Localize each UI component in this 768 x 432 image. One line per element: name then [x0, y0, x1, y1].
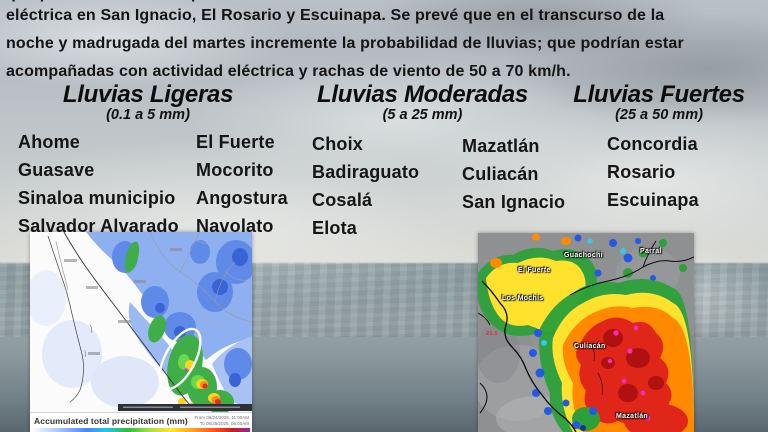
satellite-coastline: [478, 240, 694, 432]
sea-precip-light: [42, 320, 102, 388]
map-boundaries: [47, 232, 252, 409]
precipitation-map-graphic: [30, 232, 252, 412]
municipality-item: Rosario: [607, 162, 676, 182]
main-storm-complex: [529, 279, 694, 432]
municipality-item: Mocorito: [196, 160, 274, 180]
municipality-item: Cosalá: [312, 190, 373, 210]
category-title-moderadas: Lluvias Moderadas: [317, 81, 528, 108]
label-guachochi: Guachochi: [564, 252, 603, 259]
precipitation-colorbar: [32, 428, 250, 432]
municipality-item: Navolato: [196, 216, 274, 236]
label-los-mochis: Los Mochis: [502, 295, 544, 302]
town-label-marks: [64, 248, 182, 355]
label-el-fuerte: El Fuerte: [518, 267, 551, 274]
label-culiacan: Culiacán: [574, 343, 606, 350]
ligeras-column-1: Ahome Guasave Sinaloa municipio Salvador…: [18, 128, 179, 240]
latitude-tick: 23.5: [486, 331, 498, 337]
ligeras-column-2: El Fuerte Mocorito Angostura Navolato: [196, 128, 288, 240]
municipality-item: Guasave: [18, 160, 95, 180]
precipitation-map: Accumulated total precipitation (mm) Fro…: [30, 232, 252, 432]
satellite-map: Guachochi Parral El Fuerte Los Mochis Cu…: [478, 233, 694, 432]
municipality-item: Culiacán: [462, 164, 539, 184]
municipality-item: Salvador Alvarado: [18, 216, 179, 236]
satellite-map-graphic: [478, 233, 694, 432]
municipality-item: El Fuerte: [196, 132, 275, 152]
moderadas-column-1: Choix Badiraguato Cosalá Elota: [312, 130, 419, 242]
municipality-item: Angostura: [196, 188, 288, 208]
baja-coastline: [47, 235, 84, 403]
municipality-item: Elota: [312, 218, 358, 238]
municipality-item: Choix: [312, 134, 364, 154]
intro-line-1: eléctrica en San Ignacio, El Rosario y E…: [6, 7, 665, 24]
category-title-ligeras: Lluvias Ligeras: [62, 81, 234, 108]
municipality-item: Escuinapa: [607, 190, 699, 210]
municipality-item: Sinaloa municipio: [18, 188, 176, 208]
coastal-cells: [562, 399, 600, 431]
category-range-moderadas: (5 a 25 mm): [382, 107, 463, 123]
municipality-item: Mazatlán: [462, 136, 540, 156]
category-title-fuertes: Lluvias Fuertes: [573, 81, 745, 108]
intro-line-3: acompañadas con actividad eléctrica y ra…: [6, 63, 571, 80]
intro-line-2: noche y madrugada del martes incremente …: [6, 35, 684, 52]
label-parral: Parral: [640, 248, 662, 255]
map-date-range: From 06/24/2025, 11:00AM To 06/28/2025, …: [194, 415, 249, 426]
fuertes-column-1: Concordia Rosario Escuinapa: [607, 130, 699, 214]
attribution-bar: [118, 404, 252, 411]
label-mazatlan: Mazatlán: [616, 413, 648, 420]
highlight-oval-annotation: [158, 327, 202, 391]
category-range-ligeras: (0.1 a 5 mm): [106, 107, 190, 123]
intro-clipped-line: que podrían estar acompañadas de activid…: [6, 0, 766, 4]
map-caption-strip: Accumulated total precipitation (mm) Fro…: [30, 412, 252, 428]
heavy-precip-cores: [124, 241, 234, 412]
municipality-item: Ahome: [18, 132, 81, 152]
category-range-fuertes: (25 a 50 mm): [615, 107, 703, 123]
municipality-item: San Ignacio: [462, 192, 566, 212]
municipality-item: Concordia: [607, 134, 698, 154]
mainland-coastline: [63, 232, 194, 409]
municipality-item: Badiraguato: [312, 162, 420, 182]
moderadas-column-2: Mazatlán Culiacán San Ignacio: [462, 132, 565, 216]
map-caption: Accumulated total precipitation (mm): [34, 416, 188, 426]
